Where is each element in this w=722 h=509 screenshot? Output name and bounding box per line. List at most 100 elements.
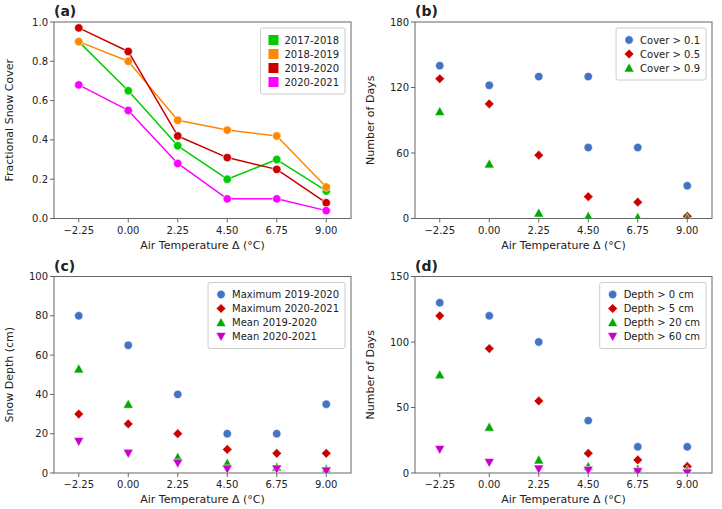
legend-label: 2019-2020 bbox=[284, 63, 339, 74]
data-point bbox=[322, 199, 330, 207]
legend-swatch bbox=[216, 304, 226, 314]
data-point bbox=[173, 459, 183, 468]
x-tick bbox=[78, 219, 79, 223]
x-tick-label: −2.25 bbox=[424, 479, 455, 490]
data-point bbox=[75, 312, 83, 320]
x-tick bbox=[326, 219, 327, 223]
data-point bbox=[436, 299, 444, 307]
y-tick bbox=[411, 153, 415, 154]
x-tick bbox=[326, 473, 327, 477]
series-line bbox=[79, 85, 327, 211]
x-tick bbox=[439, 219, 440, 223]
x-tick-label: 6.75 bbox=[627, 225, 649, 236]
y-tick-label: 100 bbox=[390, 337, 409, 348]
data-point bbox=[485, 312, 493, 320]
data-point bbox=[123, 449, 133, 458]
y-axis-label: Number of Days bbox=[364, 330, 377, 420]
data-point bbox=[123, 399, 133, 408]
legend-swatch bbox=[624, 49, 634, 59]
legend-swatch bbox=[216, 317, 226, 326]
data-point bbox=[633, 197, 643, 207]
panel: −2.250.002.254.506.759.00020406080100Air… bbox=[3, 258, 351, 507]
legend-label: 2020-2021 bbox=[284, 77, 339, 88]
legend-label: Maximum 2019-2020 bbox=[232, 289, 339, 300]
data-point bbox=[222, 445, 232, 455]
y-tick bbox=[50, 433, 54, 434]
data-point bbox=[74, 409, 84, 419]
data-point bbox=[322, 183, 330, 191]
x-tick bbox=[687, 219, 688, 223]
y-tick-label: 40 bbox=[35, 389, 48, 400]
legend-swatch bbox=[217, 290, 225, 298]
data-point bbox=[273, 155, 281, 163]
data-point bbox=[74, 364, 84, 373]
legend-label: 2017-2018 bbox=[284, 35, 339, 46]
data-point bbox=[223, 430, 231, 438]
data-point bbox=[75, 37, 83, 45]
data-point bbox=[584, 416, 592, 424]
x-tick-label: 2.25 bbox=[528, 479, 550, 490]
y-tick-label: 100 bbox=[29, 271, 48, 282]
x-tick-label: 9.00 bbox=[676, 225, 698, 236]
data-point bbox=[534, 396, 544, 406]
data-point bbox=[584, 72, 592, 80]
x-tick-label: 4.50 bbox=[216, 479, 238, 490]
x-tick-label: 9.00 bbox=[676, 479, 698, 490]
y-tick-label: 0.4 bbox=[32, 134, 48, 145]
data-point bbox=[436, 61, 444, 69]
data-point bbox=[435, 445, 445, 454]
legend-swatch bbox=[608, 317, 618, 326]
y-tick bbox=[411, 22, 415, 23]
data-point bbox=[74, 438, 84, 447]
panel: −2.250.002.254.506.759.000.00.20.40.60.8… bbox=[3, 3, 351, 252]
data-point bbox=[321, 449, 331, 459]
data-point bbox=[682, 213, 692, 218]
data-point bbox=[173, 429, 183, 439]
y-tick-label: 120 bbox=[390, 82, 409, 93]
plot-frame bbox=[54, 22, 351, 219]
legend-swatch bbox=[268, 77, 278, 87]
x-tick-label: 4.50 bbox=[216, 225, 238, 236]
x-tick bbox=[177, 219, 178, 223]
y-tick-label: 80 bbox=[35, 310, 48, 321]
y-tick-label: 0 bbox=[42, 468, 48, 479]
x-tick bbox=[227, 219, 228, 223]
data-point bbox=[124, 87, 132, 95]
data-point bbox=[273, 430, 281, 438]
y-tick bbox=[50, 473, 54, 474]
y-tick-label: 0.8 bbox=[32, 56, 48, 67]
x-axis-label: Air Temperature Δ (°C) bbox=[501, 493, 626, 506]
y-tick bbox=[50, 139, 54, 140]
legend-swatch bbox=[608, 290, 616, 298]
panel-title: (d) bbox=[415, 258, 438, 274]
legend-label: Cover > 0.5 bbox=[640, 49, 700, 60]
plot-data bbox=[74, 312, 332, 473]
x-tick-label: −2.25 bbox=[63, 479, 94, 490]
legend-swatch bbox=[268, 35, 278, 45]
data-point bbox=[534, 465, 544, 473]
x-tick bbox=[489, 219, 490, 223]
y-axis-label: Number of Days bbox=[364, 75, 377, 165]
data-point bbox=[273, 132, 281, 140]
y-tick bbox=[411, 87, 415, 88]
y-tick-label: 20 bbox=[35, 428, 48, 439]
x-tick-label: 0.00 bbox=[478, 225, 500, 236]
data-point bbox=[174, 132, 182, 140]
legend-label: Cover > 0.9 bbox=[640, 63, 700, 74]
data-point bbox=[583, 449, 593, 459]
legend-label: Depth > 0 cm bbox=[624, 289, 694, 300]
y-tick bbox=[50, 355, 54, 356]
data-point bbox=[484, 159, 494, 168]
y-tick bbox=[411, 473, 415, 474]
legend-swatch bbox=[268, 49, 278, 59]
y-tick-label: 60 bbox=[35, 350, 48, 361]
legend-box bbox=[616, 28, 706, 80]
x-tick bbox=[276, 473, 277, 477]
y-axis-label: Fractional Snow Cover bbox=[3, 58, 16, 181]
data-point bbox=[484, 99, 494, 109]
data-point bbox=[223, 153, 231, 161]
data-point bbox=[633, 468, 643, 473]
x-tick bbox=[637, 473, 638, 477]
y-tick-label: 0 bbox=[403, 468, 409, 479]
legend-label: Mean 2020-2021 bbox=[232, 331, 317, 342]
